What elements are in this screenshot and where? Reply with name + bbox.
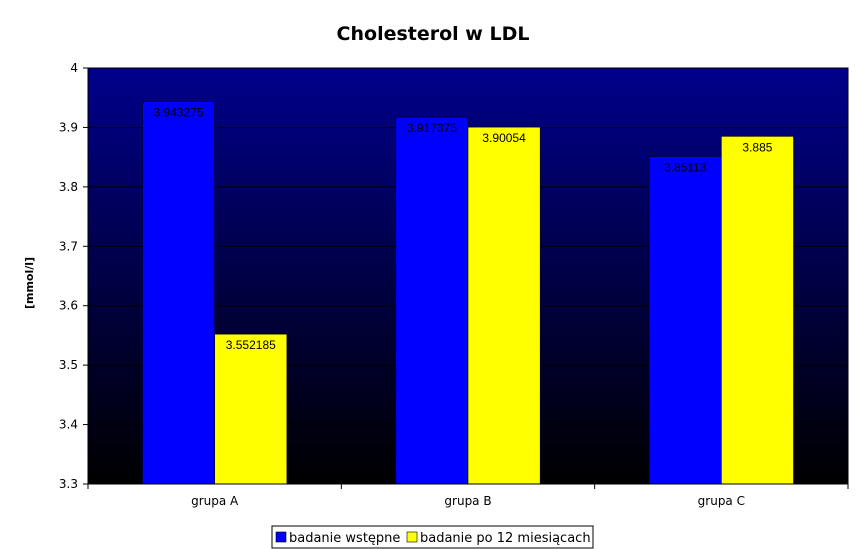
chart-title: Cholesterol w LDL (337, 23, 530, 45)
bar (395, 116, 469, 485)
bar (467, 126, 541, 485)
legend-entry: badanie po 12 miesiącach (420, 531, 591, 546)
legend-box (271, 525, 594, 549)
y-tick-label: 3.9 (59, 120, 78, 134)
data-label: 3.552185 (226, 338, 276, 352)
data-label: 3.85113 (664, 160, 707, 174)
bar (142, 101, 215, 485)
data-label: 3.917375 (407, 121, 457, 135)
data-label: 3.90054 (482, 131, 526, 145)
data-label: 3.885 (742, 140, 772, 154)
legend: badanie wstępne badanie po 12 miesiącach (271, 525, 594, 549)
legend-swatch (275, 531, 287, 543)
x-tick-label: grupa B (444, 494, 491, 508)
y-tick-label: 3.5 (59, 358, 78, 372)
y-tick-label: 3.8 (59, 180, 78, 194)
legend-swatch (406, 531, 418, 543)
y-tick-label: 3.3 (59, 477, 78, 491)
bar (214, 333, 288, 485)
y-tick-label: 4 (70, 61, 78, 75)
data-label: 3.943275 (154, 106, 204, 120)
bar (648, 156, 722, 485)
y-axis-label: [mmol/l] (23, 257, 36, 309)
x-tick-label: grupa A (191, 494, 239, 508)
bars: 3.943275 3.552185 3.917375 3.90054 3.85113 3.… (142, 101, 794, 485)
x-tick-label: grupa C (698, 494, 745, 508)
y-tick-label: 3.6 (59, 299, 78, 313)
axes: 3.3 3.4 3.5 3.6 3.7 3.8 3.9 4 grupa A grupa B grup… (59, 61, 849, 508)
y-tick-label: 3.7 (59, 239, 78, 253)
bar (721, 136, 794, 485)
legend-entry: badanie wstępne (289, 531, 400, 546)
y-tick-label: 3.4 (59, 418, 78, 432)
